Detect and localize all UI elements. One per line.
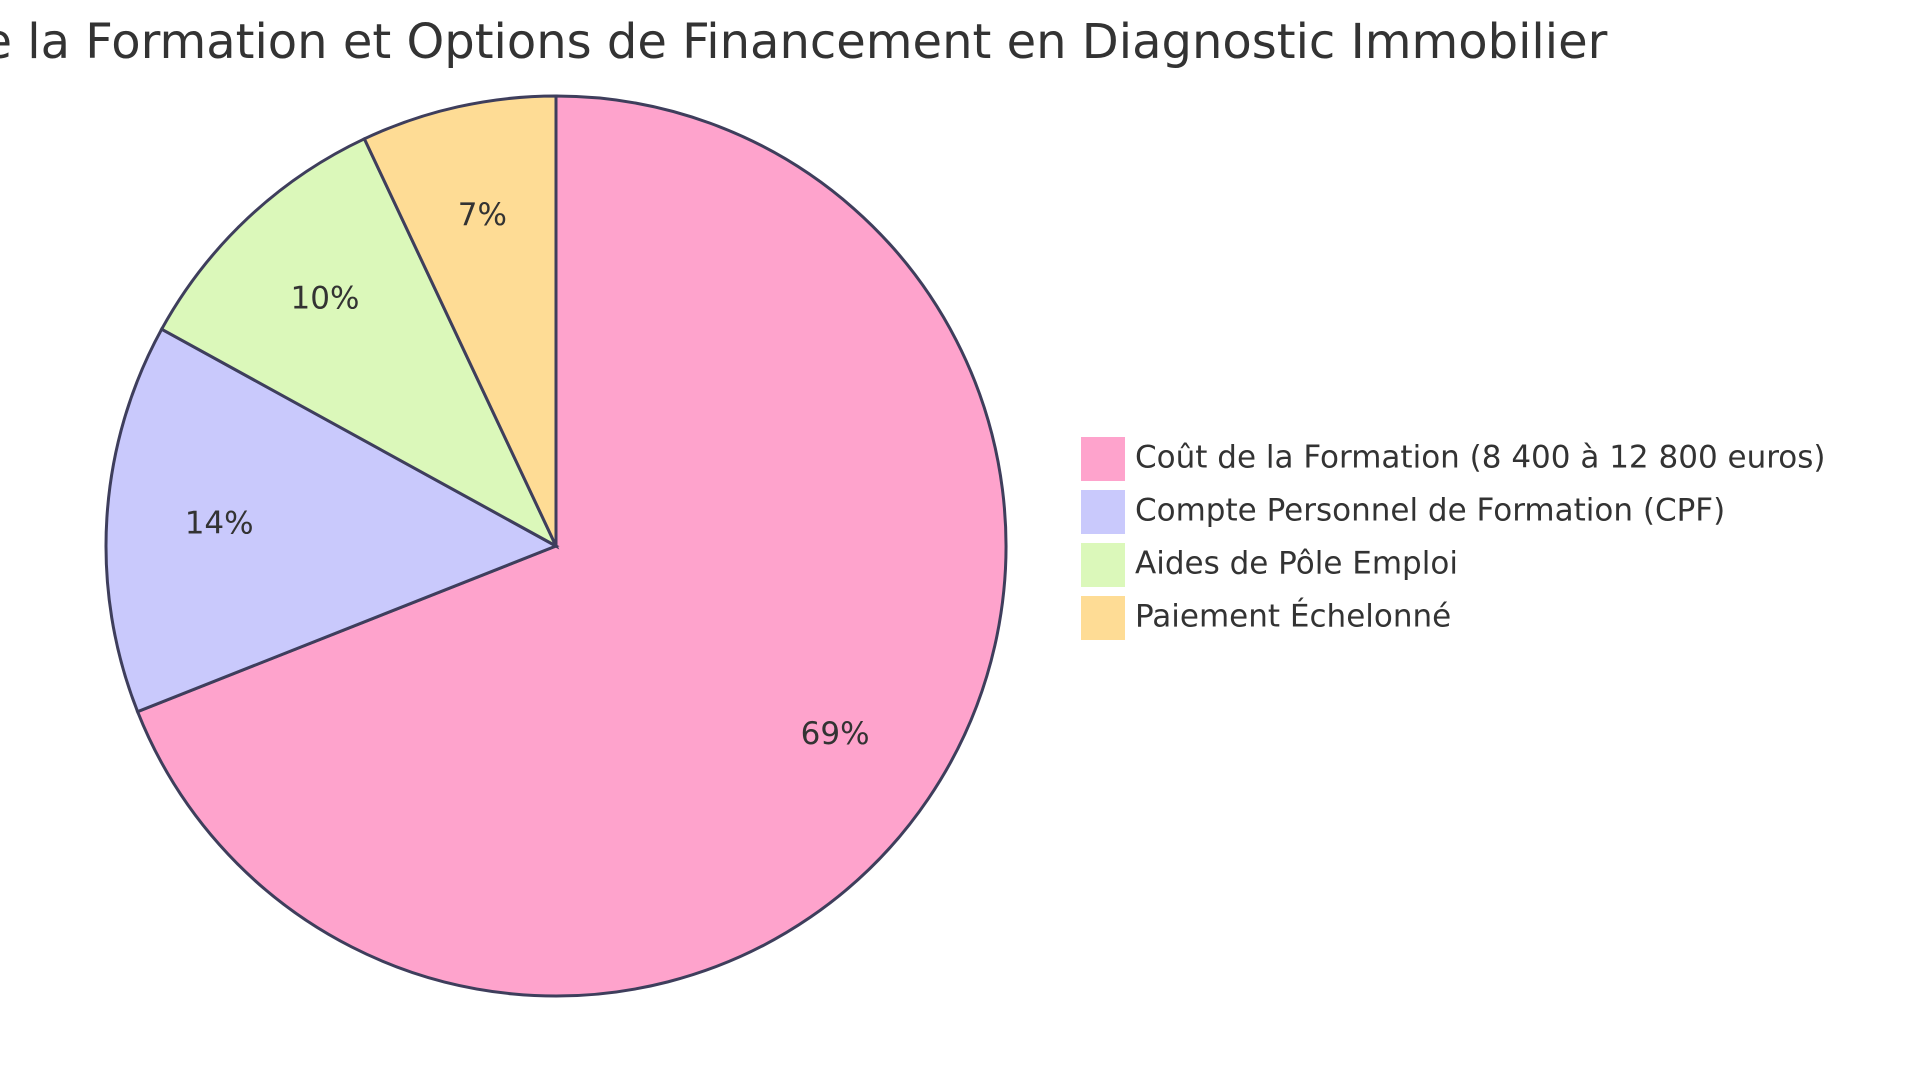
legend-swatch	[1081, 490, 1125, 534]
legend-label: Aides de Pôle Emploi	[1135, 546, 1458, 582]
pie-slice-cout-de-la-formation-8-400-a-12-800-euros	[135, 94, 1008, 998]
legend: Coût de la Formation (8 400 à 12 800 eur…	[1081, 437, 1826, 640]
slice-value-label: 10%	[291, 280, 360, 316]
slice-value-label: 69%	[801, 716, 870, 752]
legend-label: Coût de la Formation (8 400 à 12 800 eur…	[1135, 440, 1826, 476]
pie-slice-aides-de-pole-emploi	[159, 136, 560, 550]
legend-label: Compte Personnel de Formation (CPF)	[1135, 493, 1725, 529]
legend-swatch	[1081, 596, 1125, 640]
legend-swatch	[1081, 437, 1125, 481]
pie-slices	[104, 94, 1008, 998]
pie-slice-compte-personnel-de-formation-cpf	[104, 327, 560, 714]
slice-value-label: 7%	[458, 197, 507, 233]
slice-value-label: 14%	[185, 505, 254, 541]
pie-slice-labels: 69% 14% 10% 7%	[185, 197, 870, 752]
pie-slice-paiement-echelonne	[362, 94, 558, 547]
chart-title: Coût de la Formation et Options de Finan…	[0, 14, 1608, 70]
legend-label: Paiement Échelonné	[1135, 599, 1451, 635]
legend-swatch	[1081, 543, 1125, 587]
